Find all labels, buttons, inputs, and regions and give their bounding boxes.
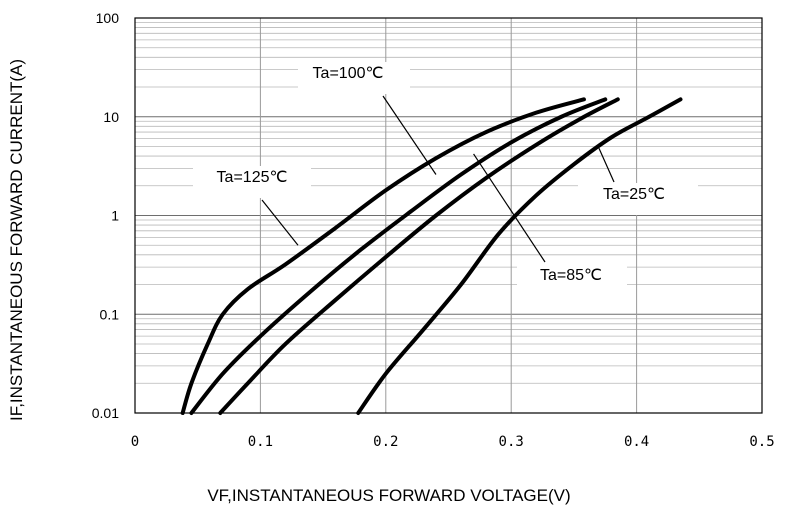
annotation-label-box [517,264,627,296]
x-tick-label: 0.4 [624,434,649,450]
annotation-leader-line [473,153,546,263]
annotation-label: Ta=125℃ [217,169,288,186]
minor-gridlines [135,22,762,384]
series-line-1 [180,97,586,415]
y-tick-label: 1 [111,208,119,224]
x-tick-label: 0.3 [499,434,524,450]
x-tick-label: 0.5 [749,434,774,450]
annotation-label-box [298,62,410,94]
y-tick-label: 0.01 [92,405,119,421]
x-tick-labels: 0 0.1 0.2 0.3 0.4 0.5 [131,434,775,450]
y-tick-label: 10 [103,109,119,125]
y-axis-label: IF,INSTANTANEOUS FORWARD CURRENT(A) [7,59,26,421]
annotation-leaders [261,95,615,263]
y-tick-label: 100 [96,10,120,26]
annotation-label-box [193,166,311,198]
y-tick-label: 0.1 [100,306,120,322]
series-line-2 [189,97,608,415]
annotation-leader-line [261,199,299,246]
series-line-4 [356,97,683,415]
x-tick-label: 0.1 [248,434,273,450]
series-layer [180,97,683,415]
annotations: Ta=100℃ Ta=125℃ Ta=25℃ Ta=85℃ [193,62,698,296]
annotation-label-box [578,183,698,215]
annotation-label: Ta=85℃ [540,267,602,284]
annotation-label: Ta=100℃ [313,65,384,82]
x-tick-label: 0 [131,434,139,450]
annotation-leader-line [598,147,615,183]
x-tick-label: 0.2 [373,434,398,450]
annotation-label: Ta=25℃ [603,186,665,203]
series-line-3 [218,97,620,415]
x-axis-label: VF,INSTANTANEOUS FORWARD VOLTAGE(V) [207,486,570,505]
plot-frame [134,17,763,414]
y-tick-labels: 0.01 0.1 1 10 100 [92,10,119,421]
annotation-leader-line [382,95,437,175]
